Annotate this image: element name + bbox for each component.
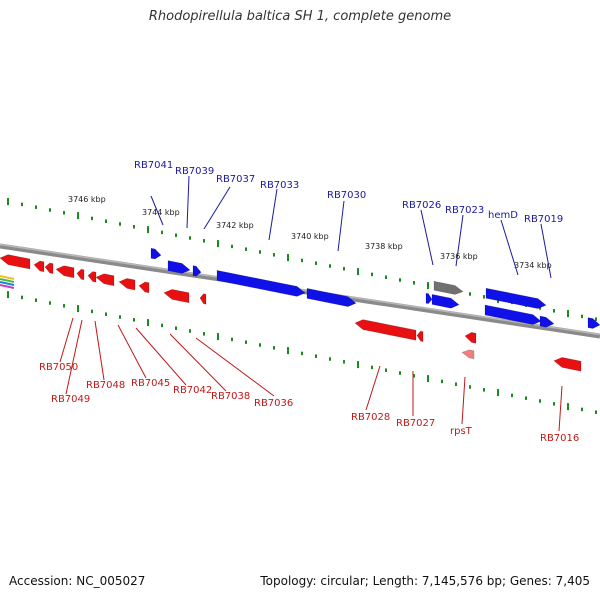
reverse-gene-label: RB7045 xyxy=(131,378,170,389)
genome-summary: Topology: circular; Length: 7,145,576 bp… xyxy=(260,574,590,588)
reverse-gene-arrow xyxy=(87,271,97,283)
forward-gene-label: hemD xyxy=(488,210,518,221)
reverse-gene-label: RB7038 xyxy=(211,391,250,402)
reverse-gene-label: RB7048 xyxy=(86,380,125,391)
forward-gene-arrow xyxy=(587,317,600,329)
reverse-gene-arrow xyxy=(44,262,54,274)
forward-gene-arrow xyxy=(216,270,306,297)
gene-stub xyxy=(0,284,15,289)
reverse-gene-label: RB7050 xyxy=(39,362,78,373)
forward-gene-arrow xyxy=(425,292,433,305)
ruler-label: 3742 kbp xyxy=(216,221,254,230)
forward-leader-line xyxy=(455,214,464,267)
forward-gene-arrow xyxy=(306,288,357,307)
forward-gene-arrow xyxy=(167,260,191,274)
forward-gene-label: RB7037 xyxy=(216,174,255,185)
reverse-gene-arrow xyxy=(33,260,45,273)
reverse-gene-label: RB7016 xyxy=(540,433,579,444)
reverse-leader-line xyxy=(365,365,381,411)
forward-leader-line xyxy=(203,186,231,230)
reverse-leader-line xyxy=(169,333,227,392)
forward-gene-label: RB7023 xyxy=(445,205,484,216)
reverse-gene-label: RB7042 xyxy=(173,385,212,396)
forward-gene-label: RB7039 xyxy=(175,166,214,177)
reverse-leader-line xyxy=(65,319,83,395)
reverse-gene-label: rpsT xyxy=(450,426,473,437)
accession-label: Accession: NC_005027 xyxy=(9,574,146,588)
reverse-gene-arrow xyxy=(163,289,190,304)
ruler-label: 3736 kbp xyxy=(440,252,478,261)
reverse-gene-arrow xyxy=(199,293,207,305)
reverse-gene-label: RB7027 xyxy=(396,418,435,429)
forward-gene-label: RB7026 xyxy=(402,200,441,211)
forward-gene-arrow xyxy=(539,315,555,328)
forward-leader-line xyxy=(540,223,552,279)
map-title: Rhodopirellula baltica SH 1, complete ge… xyxy=(148,9,452,24)
forward-leader-line xyxy=(150,195,164,226)
forward-leader-line xyxy=(500,219,519,276)
reverse-leader-line xyxy=(94,320,105,381)
gene-stub xyxy=(0,281,15,286)
forward-gene-arrow xyxy=(431,294,460,309)
reverse-gene-arrow xyxy=(416,330,424,342)
forward-gene-arrow xyxy=(150,247,162,260)
forward-gene-arrow xyxy=(484,304,542,325)
ruler-label: 3744 kbp xyxy=(142,208,180,217)
other-gene-arrow xyxy=(433,280,464,295)
reverse-leader-line xyxy=(558,385,563,432)
forward-gene-label: RB7030 xyxy=(327,190,366,201)
reverse-leader-line xyxy=(135,327,187,386)
forward-gene-label: RB7033 xyxy=(260,180,299,191)
reverse-gene-arrow xyxy=(95,273,115,287)
ruler-label: 3740 kbp xyxy=(291,232,329,241)
rna-gene-arrow xyxy=(461,349,475,360)
reverse-gene-arrow xyxy=(55,265,75,279)
reverse-leader-line xyxy=(59,317,74,363)
reverse-gene-arrow xyxy=(76,268,85,281)
reverse-gene-label: RB7036 xyxy=(254,398,293,409)
ruler-label: 3746 kbp xyxy=(68,195,106,204)
reverse-gene-label: RB7028 xyxy=(351,412,390,423)
gene-stub xyxy=(0,278,15,283)
reverse-leader-line xyxy=(461,376,466,425)
ruler-label: 3738 kbp xyxy=(365,242,403,251)
forward-gene-label: RB7041 xyxy=(134,160,173,171)
reverse-leader-line xyxy=(117,324,147,379)
reverse-gene-arrow xyxy=(138,281,150,294)
reverse-gene-arrow xyxy=(553,357,582,372)
reverse-leader-line xyxy=(195,337,275,397)
forward-leader-line xyxy=(186,175,190,229)
gene-stub xyxy=(0,275,15,280)
reverse-gene-arrow xyxy=(118,278,136,291)
ruler-label: 3734 kbp xyxy=(514,261,552,270)
reverse-gene-label: RB7049 xyxy=(51,394,90,405)
reverse-gene-arrow xyxy=(0,254,31,270)
forward-gene-arrow xyxy=(192,265,202,277)
forward-gene-label: RB7019 xyxy=(524,214,563,225)
reverse-gene-arrow xyxy=(354,319,417,341)
reverse-gene-arrow xyxy=(464,332,477,344)
forward-leader-line xyxy=(268,188,278,241)
forward-gene-arrow xyxy=(485,287,547,309)
forward-leader-line xyxy=(420,209,434,266)
forward-leader-line xyxy=(337,200,345,252)
